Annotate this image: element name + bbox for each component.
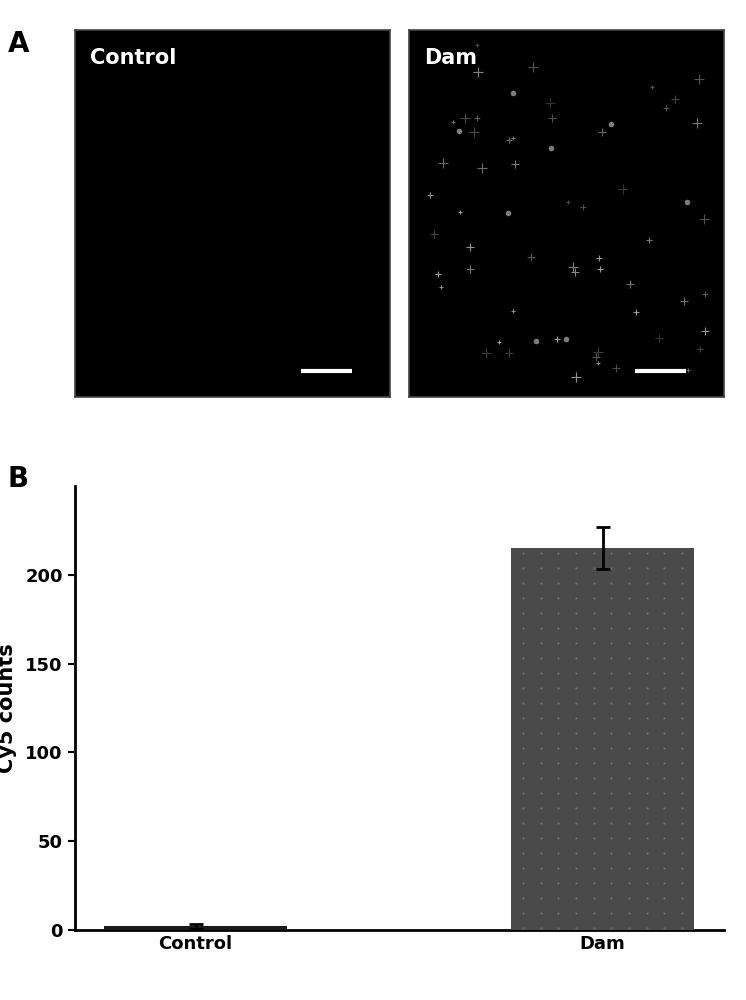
Bar	[104, 926, 287, 930]
Text: B: B	[7, 465, 28, 493]
Y-axis label: Cy5 counts: Cy5 counts	[0, 643, 17, 773]
Text: Control: Control	[90, 48, 177, 68]
Bar	[511, 548, 694, 930]
Text: A: A	[7, 30, 29, 58]
Text: Dam: Dam	[424, 48, 477, 68]
